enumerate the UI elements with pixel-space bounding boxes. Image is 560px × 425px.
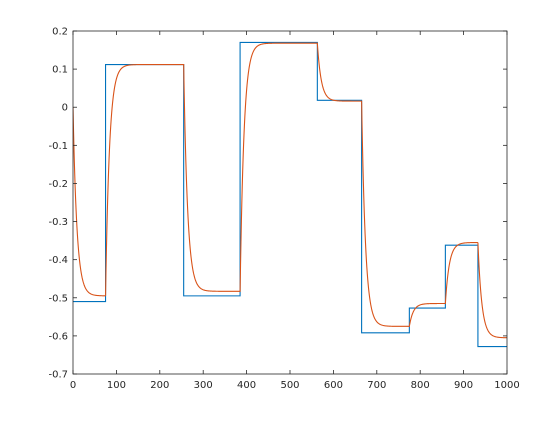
y-tick-label: -0.4 xyxy=(48,255,68,266)
y-tick-label: 0 xyxy=(62,103,68,114)
y-tick-label: -0.5 xyxy=(48,293,68,304)
x-tick-label: 500 xyxy=(280,380,299,391)
x-tick-label: 400 xyxy=(237,380,256,391)
x-tick-label: 800 xyxy=(411,380,430,391)
plot-area-background xyxy=(73,31,507,374)
x-tick-label: 300 xyxy=(194,380,213,391)
ticks-layer: 0 100 200 300 400 500 600 700 800 900 10000.20.10-… xyxy=(48,27,519,392)
series-line-2 xyxy=(73,42,507,339)
y-tick-label: -0.7 xyxy=(48,370,68,381)
x-tick-label: 200 xyxy=(150,380,169,391)
y-tick-label: 0.1 xyxy=(52,65,68,76)
x-tick-label: 600 xyxy=(324,380,343,391)
x-tick-label: 700 xyxy=(367,380,386,391)
x-tick-label: 100 xyxy=(107,380,126,391)
y-tick-label: -0.3 xyxy=(48,217,68,228)
y-tick-label: -0.6 xyxy=(48,331,68,342)
axes-box xyxy=(72,30,508,375)
y-tick-label: -0.2 xyxy=(48,179,68,190)
series-layer xyxy=(73,41,507,348)
y-tick-label: -0.1 xyxy=(48,141,68,152)
x-tick-label: 900 xyxy=(454,380,473,391)
y-tick-label: 0.2 xyxy=(52,27,68,38)
x-tick-label: 0 xyxy=(70,380,76,391)
x-tick-label: 1000 xyxy=(494,380,519,391)
